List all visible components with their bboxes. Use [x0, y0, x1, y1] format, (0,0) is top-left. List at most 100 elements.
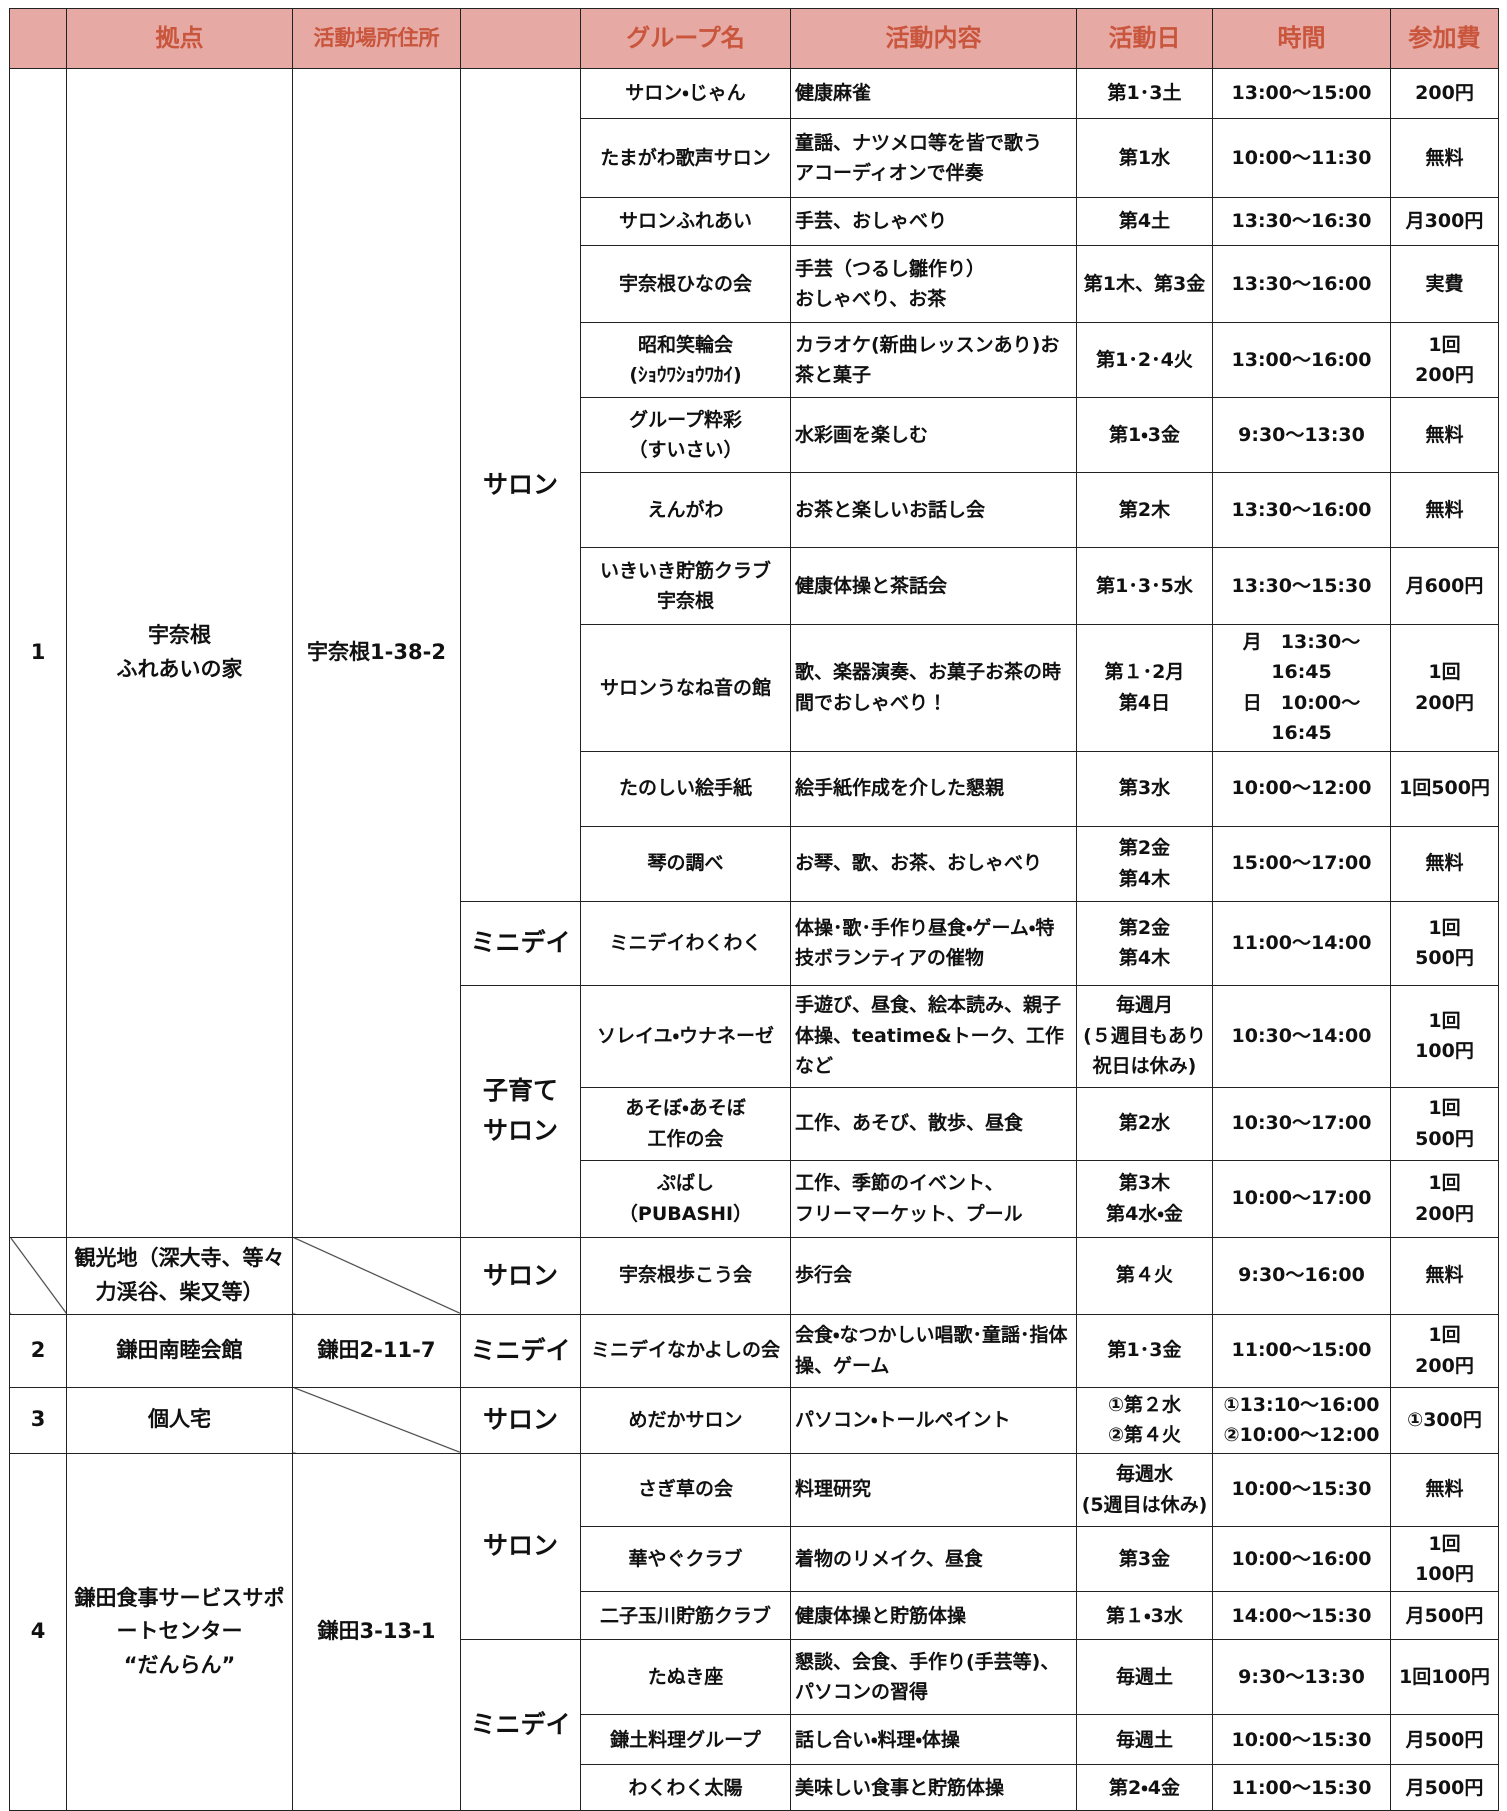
activity-day: 第1木、第3金: [1076, 245, 1213, 323]
fee: 200円: [1390, 68, 1499, 119]
fee: ①300円: [1390, 1386, 1499, 1454]
activity-day: 第４火: [1076, 1236, 1213, 1315]
activity-day: 第１･2月 第4日: [1076, 624, 1213, 752]
activity-content: 懇談、会食、手作り(手芸等)、パソコンの習得: [790, 1639, 1077, 1716]
activity-day: 第1･3金: [1076, 1313, 1213, 1388]
table-row: あそぼ・あそぼ 工作の会 工作、あそび、散歩、昼食 第2水 10:30～17:00 1回…: [10, 1086, 1499, 1161]
activity-content: お茶と楽しいお話し会: [790, 472, 1077, 548]
activity-day: ①第２水 ②第４火: [1076, 1386, 1213, 1454]
activity-day: 第1･2･4火: [1076, 322, 1213, 398]
activity-day: 毎週土: [1076, 1639, 1213, 1716]
fee: 月300円: [1390, 197, 1499, 246]
activity-time: 11:00～15:00: [1212, 1313, 1391, 1388]
site-name: 鎌田南睦会館: [66, 1313, 293, 1388]
fee: 1回 100円: [1390, 1525, 1499, 1593]
site-number: 3: [9, 1386, 67, 1454]
activity-type: ミニデイ: [460, 900, 581, 986]
group-name: グループ粋彩 （すいさい）: [580, 397, 791, 473]
activity-day: 毎週土: [1076, 1714, 1213, 1766]
activity-content: 話し合い・料理・体操: [790, 1714, 1077, 1766]
header-cell: 時間: [1212, 8, 1391, 69]
activity-time: 9:30～16:00: [1212, 1236, 1391, 1315]
header-cell: 拠点: [66, 8, 293, 69]
group-name: ぷばし （PUBASHI）: [580, 1159, 791, 1238]
group-name: えんがわ: [580, 472, 791, 548]
activity-time: 10:00～15:30: [1212, 1452, 1391, 1527]
activity-content: カラオケ(新曲レッスンあり)お茶と菓子: [790, 322, 1077, 398]
activity-day: 第2金 第4木: [1076, 900, 1213, 986]
activity-day: 第2水: [1076, 1086, 1213, 1161]
table-row: たのしい絵手紙 絵手紙作成を介した懇親 第3水 10:00～12:00 1回500円: [10, 750, 1499, 827]
activity-content: 手芸（つるし雛作り） おしゃべり、お茶: [790, 245, 1077, 323]
activity-time: 10:30～17:00: [1212, 1086, 1391, 1161]
header-cell: [9, 8, 67, 69]
site-name: 宇奈根 ふれあいの家: [66, 68, 293, 1238]
activity-time: ①13:10～16:00 ②10:00～12:00: [1212, 1386, 1391, 1454]
fee: 1回 500円: [1390, 900, 1499, 986]
activity-day: 第2木: [1076, 472, 1213, 548]
group-name: 宇奈根ひなの会: [580, 245, 791, 323]
fee: 無料: [1390, 118, 1499, 198]
activity-type: サロン: [460, 68, 581, 902]
table-row: いきいき貯筋クラブ 宇奈根 健康体操と茶話会 第1･3･5水 13:30～15:30 月…: [10, 547, 1499, 625]
activity-content: 歌、楽器演奏、お菓子お茶の時間でおしゃべり！: [790, 624, 1077, 752]
activity-time: 13:30～16:00: [1212, 245, 1391, 323]
activity-type: サロン: [460, 1452, 581, 1641]
group-name: 昭和笑輪会 (ｼｮｳﾜｼｮｳﾜｶｲ): [580, 322, 791, 398]
table-row: 琴の調べ お琴、歌、お茶、おしゃべり 第2金 第4木 15:00～17:00 無料: [10, 825, 1499, 902]
header-cell: 活動場所住所: [292, 8, 461, 69]
activity-type: 子育て サロン: [460, 984, 581, 1238]
site-name: 鎌田食事サービスサポートセンター “だんらん”: [66, 1452, 293, 1811]
table-row: 華やぐクラブ 着物のリメイク、昼食 第3金 10:00～16:00 1回 100円: [10, 1525, 1499, 1593]
table-row: えんがわ お茶と楽しいお話し会 第2木 13:30～16:00 無料: [10, 472, 1499, 548]
group-name: サロンふれあい: [580, 197, 791, 246]
fee: 1回 200円: [1390, 322, 1499, 398]
activity-time: 13:00～16:00: [1212, 322, 1391, 398]
activity-time: 10:00～16:00: [1212, 1525, 1391, 1593]
activity-day: 第4土: [1076, 197, 1213, 246]
fee: 1回100円: [1390, 1639, 1499, 1716]
activity-day: 毎週水 (5週目は休み): [1076, 1452, 1213, 1527]
fee: 1回 200円: [1390, 624, 1499, 752]
activity-time: 10:00～15:30: [1212, 1714, 1391, 1766]
activity-day: 第2金 第4木: [1076, 825, 1213, 902]
fee: 1回 200円: [1390, 1159, 1499, 1238]
activity-day: 毎週月 (５週目もあり 祝日は休み): [1076, 984, 1213, 1088]
activity-table: 拠点 活動場所住所 グループ名 活動内容 活動日 時間 参加費 1 宇奈根 ふれあ…: [9, 8, 1499, 1811]
site-number: 4: [9, 1452, 67, 1811]
header-cell: 活動日: [1076, 8, 1213, 69]
table-row: サロンうなね音の館 歌、楽器演奏、お菓子お茶の時間でおしゃべり！ 第１･2月 第4日…: [10, 624, 1499, 752]
activity-content: パソコン・トールペイント: [790, 1386, 1077, 1454]
fee: 無料: [1390, 825, 1499, 902]
activity-type: ミニデイ: [460, 1639, 581, 1811]
activity-content: 健康体操と茶話会: [790, 547, 1077, 625]
group-name: めだかサロン: [580, 1386, 791, 1454]
header-row: 拠点 活動場所住所 グループ名 活動内容 活動日 時間 参加費: [9, 8, 1499, 69]
fee: 無料: [1390, 472, 1499, 548]
fee: 無料: [1390, 1452, 1499, 1527]
activity-day: 第3金: [1076, 1525, 1213, 1593]
table-row: 子育て サロン ソレイユ・ウナネーゼ 手遊び、昼食、絵本読み、親子体操、teatim…: [10, 984, 1499, 1238]
group-name: 華やぐクラブ: [580, 1525, 791, 1593]
group-name: たぬき座: [580, 1639, 791, 1716]
group-name: ミニデイなかよしの会: [580, 1313, 791, 1388]
table-body: 1 宇奈根 ふれあいの家 宇奈根1-38-2 サロン サロン・じゃん 健康麻雀 第1･3土 1…: [9, 68, 1499, 1811]
table-row: グループ粋彩 （すいさい） 水彩画を楽しむ 第1・3金 9:30～13:30 無料: [10, 397, 1499, 473]
fee: 1回 100円: [1390, 984, 1499, 1088]
empty-cell: [292, 1386, 461, 1454]
table-row: たまがわ歌声サロン 童謡、ナツメロ等を皆で歌う アコーディオンで伴奏 第1水 10:0…: [10, 118, 1499, 198]
group-name: サロンうなね音の館: [580, 624, 791, 752]
header-cell: グループ名: [580, 8, 791, 69]
group-name: わくわく太陽: [580, 1764, 791, 1811]
fee: 月500円: [1390, 1764, 1499, 1811]
group-name: サロン・じゃん: [580, 68, 791, 119]
site-number: 1: [9, 68, 67, 1238]
header-cell: 活動内容: [790, 8, 1077, 69]
activity-day: 第１・3水: [1076, 1591, 1213, 1641]
table-row: 鎌土料理グループ 話し合い・料理・体操 毎週土 10:00～15:30 月500円: [10, 1714, 1499, 1766]
site-number: 2: [9, 1313, 67, 1388]
activity-time: 13:30～15:30: [1212, 547, 1391, 625]
activity-time: 14:00～15:30: [1212, 1591, 1391, 1641]
fee: 実費: [1390, 245, 1499, 323]
